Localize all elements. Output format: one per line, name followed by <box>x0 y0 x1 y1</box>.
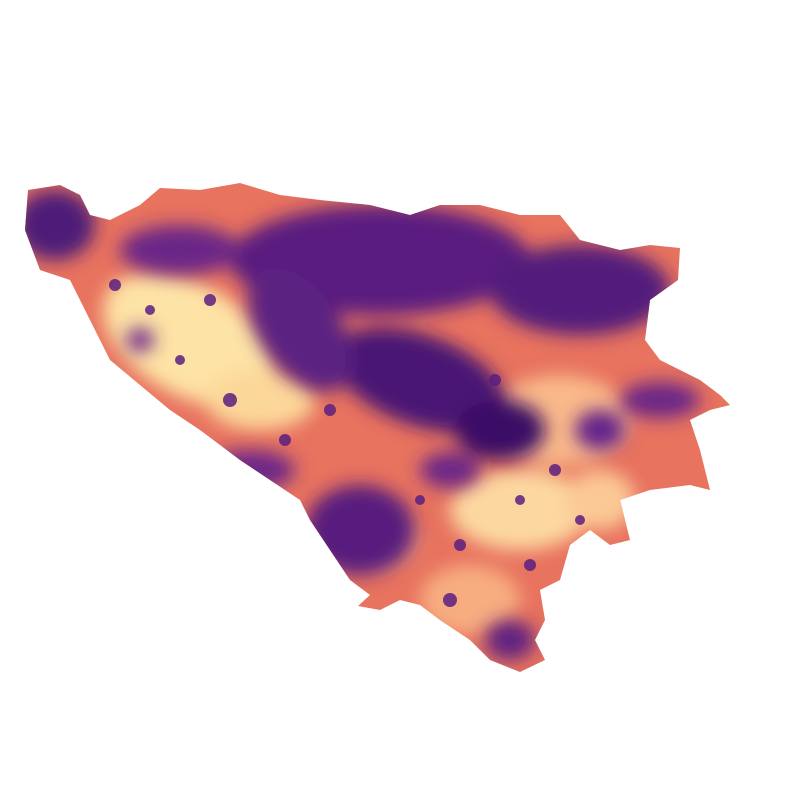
dark-regions <box>25 190 700 660</box>
spots <box>109 279 585 607</box>
